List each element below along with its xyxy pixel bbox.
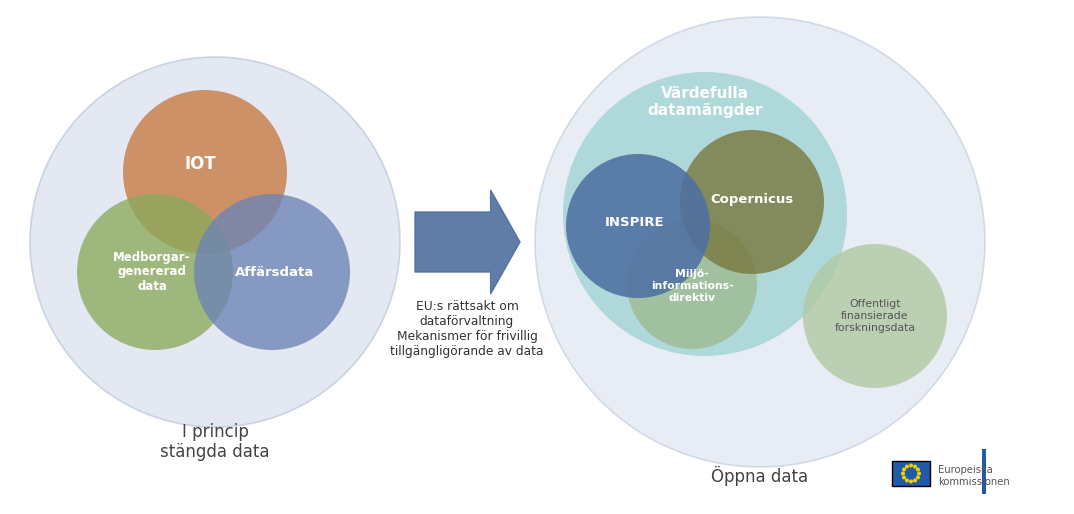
- Circle shape: [905, 479, 909, 482]
- Circle shape: [903, 476, 905, 479]
- Text: EU:s rättsakt om
dataförvaltning
Mekanismer för frivillig
tillgängligörande av d: EU:s rättsakt om dataförvaltning Mekanis…: [390, 300, 543, 358]
- Text: I princip
stängda data: I princip stängda data: [160, 423, 270, 462]
- Text: INSPIRE: INSPIRE: [605, 215, 665, 229]
- Circle shape: [566, 154, 710, 298]
- Circle shape: [910, 464, 912, 467]
- Circle shape: [194, 194, 350, 350]
- Circle shape: [914, 479, 916, 482]
- Text: Copernicus: Copernicus: [710, 193, 794, 207]
- Text: Offentligt
finansierade
forskningsdata: Offentligt finansierade forskningsdata: [834, 299, 915, 333]
- Circle shape: [916, 468, 919, 471]
- Circle shape: [916, 476, 919, 479]
- Circle shape: [803, 244, 947, 388]
- Circle shape: [124, 90, 287, 254]
- Circle shape: [680, 130, 824, 274]
- Circle shape: [914, 465, 916, 468]
- Circle shape: [627, 219, 757, 349]
- Polygon shape: [415, 190, 520, 294]
- Circle shape: [563, 72, 847, 356]
- Circle shape: [902, 472, 904, 475]
- Text: Miljö-
informations-
direktiv: Miljö- informations- direktiv: [651, 269, 734, 303]
- Text: Medborgar-
genererad
data: Medborgar- genererad data: [113, 250, 191, 293]
- Circle shape: [77, 194, 233, 350]
- Text: Affärsdata: Affärsdata: [235, 266, 315, 279]
- Text: Värdefulla
datamängder: Värdefulla datamängder: [648, 86, 763, 118]
- Circle shape: [917, 472, 920, 475]
- Circle shape: [910, 480, 912, 483]
- Text: Öppna data: Öppna data: [711, 466, 809, 486]
- Circle shape: [905, 465, 909, 468]
- Text: IOT: IOT: [184, 155, 216, 173]
- Bar: [982, 449, 986, 494]
- Circle shape: [903, 468, 905, 471]
- Circle shape: [30, 57, 400, 427]
- Text: Europeiska
kommissionen: Europeiska kommissionen: [938, 465, 1010, 487]
- Circle shape: [535, 17, 985, 467]
- FancyBboxPatch shape: [892, 461, 930, 486]
